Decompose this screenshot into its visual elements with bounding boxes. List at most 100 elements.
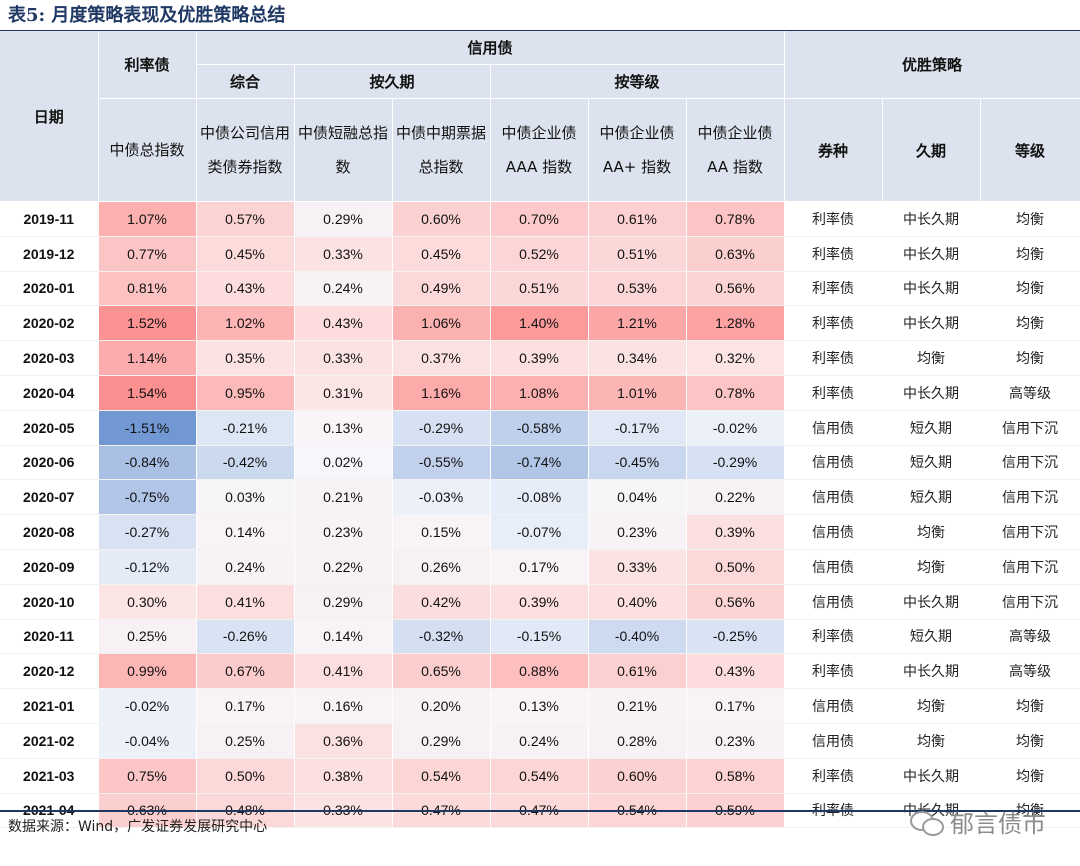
date-cell: 2020-02 [0,305,99,342]
strategy-bond-type-cell: 信用债 [784,584,883,620]
return-cell: 0.41% [294,653,393,690]
date-cell: 2021-01 [0,688,99,724]
strategy-rating-cell: 高等级 [980,619,1080,655]
return-cell: 0.51% [588,236,687,272]
strategy-rating-cell: 均衡 [980,201,1080,237]
return-cell: 0.23% [588,514,687,550]
return-cell: -0.02% [686,410,785,446]
date-cell: 2020-05 [0,410,99,446]
return-cell: -0.12% [98,549,197,585]
return-cell: 0.33% [294,236,393,272]
return-cell: 0.13% [490,688,589,724]
strategy-rating-cell: 均衡 [980,305,1080,342]
strategy-rating-cell: 均衡 [980,271,1080,307]
return-cell: 0.25% [98,619,197,655]
return-cell: 0.39% [490,340,589,376]
return-cell: 1.01% [588,375,687,411]
return-cell: 0.54% [490,758,589,794]
return-cell: 0.30% [98,584,197,620]
strategy-bond-type-cell: 利率债 [784,758,883,794]
strategy-rating-cell: 信用下沉 [980,549,1080,585]
strategy-duration-cell: 短久期 [882,445,981,481]
return-cell: 0.50% [196,758,295,794]
table-row: 2020-03 1.14% 0.35% 0.33% 0.37% 0.39% 0.34% 0.3… [0,340,1080,376]
return-cell: 0.13% [294,410,393,446]
date-cell: 2020-11 [0,619,99,655]
return-cell: 0.61% [588,653,687,690]
return-cell: 0.54% [392,758,491,794]
return-cell: 0.38% [294,758,393,794]
return-cell: 0.23% [686,723,785,759]
strategy-duration-cell: 中长久期 [882,201,981,237]
strategy-bond-type-cell: 信用债 [784,514,883,550]
return-cell: 0.29% [392,723,491,759]
strategy-duration-cell: 均衡 [882,549,981,585]
return-cell: 0.35% [196,340,295,376]
watermark: 郁言债市 [910,804,1046,839]
return-cell: 0.75% [98,758,197,794]
return-cell: -0.40% [588,619,687,655]
strategy-bond-type-cell: 信用债 [784,445,883,481]
table-row: 2020-02 1.52% 1.02% 0.43% 1.06% 1.40% 1.21% 1.2… [0,305,1080,342]
return-cell: -0.58% [490,410,589,446]
return-cell: 0.56% [686,271,785,307]
return-cell: 0.57% [196,201,295,237]
return-cell: 0.15% [392,514,491,550]
date-cell: 2020-03 [0,340,99,376]
strategy-rating-cell: 均衡 [980,723,1080,759]
return-cell: 0.39% [490,584,589,620]
return-cell: 0.49% [392,271,491,307]
return-cell: 0.31% [294,375,393,411]
strategy-duration-cell: 中长久期 [882,758,981,794]
return-cell: 0.29% [294,584,393,620]
strategy-duration-cell: 均衡 [882,514,981,550]
return-cell: 1.16% [392,375,491,411]
return-cell: 1.40% [490,305,589,342]
strategy-table: 日期 利率债 信用债 优胜策略 综合 按久期 按等级 中债总指数 中债公司信用类… [0,31,1080,829]
return-cell: 0.17% [686,688,785,724]
table-row: 2020-05 -1.51% -0.21% 0.13% -0.29% -0.58% -0.1… [0,410,1080,446]
date-cell: 2021-03 [0,758,99,794]
table-row: 2020-10 0.30% 0.41% 0.29% 0.42% 0.39% 0.40% 0.5… [0,584,1080,620]
return-cell: 1.08% [490,375,589,411]
header-date: 日期 [0,31,99,202]
return-cell: -0.17% [588,410,687,446]
return-cell: 0.53% [588,271,687,307]
table-row: 2019-11 1.07% 0.57% 0.29% 0.60% 0.70% 0.61% 0.7… [0,201,1080,237]
return-cell: -0.32% [392,619,491,655]
strategy-bond-type-cell: 利率债 [784,653,883,690]
return-cell: -0.25% [686,619,785,655]
return-cell: 0.51% [490,271,589,307]
return-cell: 0.14% [196,514,295,550]
return-cell: -0.15% [490,619,589,655]
strategy-rating-cell: 高等级 [980,375,1080,411]
return-cell: 0.60% [392,201,491,237]
strategy-duration-cell: 均衡 [882,688,981,724]
table-row: 2019-12 0.77% 0.45% 0.33% 0.45% 0.52% 0.51% 0.6… [0,236,1080,272]
strategy-duration-cell: 中长久期 [882,653,981,690]
header-by-duration: 按久期 [294,64,491,99]
return-cell: 0.81% [98,271,197,307]
col-header-aaa-index: 中债企业债 AAA 指数 [490,98,589,202]
strategy-bond-type-cell: 利率债 [784,375,883,411]
date-cell: 2021-02 [0,723,99,759]
return-cell: 1.52% [98,305,197,342]
strategy-rating-cell: 信用下沉 [980,410,1080,446]
return-cell: 0.42% [392,584,491,620]
date-cell: 2019-12 [0,236,99,272]
return-cell: 0.28% [588,723,687,759]
return-cell: -0.42% [196,445,295,481]
return-cell: 0.17% [490,549,589,585]
return-cell: -1.51% [98,410,197,446]
return-cell: -0.04% [98,723,197,759]
return-cell: 0.40% [588,584,687,620]
table-row: 2021-01 -0.02% 0.17% 0.16% 0.20% 0.13% 0.21% 0.… [0,688,1080,724]
return-cell: -0.45% [588,445,687,481]
strategy-duration-cell: 中长久期 [882,236,981,272]
return-cell: 0.56% [686,584,785,620]
return-cell: 0.25% [196,723,295,759]
strategy-bond-type-cell: 信用债 [784,479,883,516]
return-cell: 0.99% [98,653,197,690]
col-header-mtn-index: 中债中期票据总指数 [392,98,491,202]
strategy-duration-cell: 中长久期 [882,375,981,411]
